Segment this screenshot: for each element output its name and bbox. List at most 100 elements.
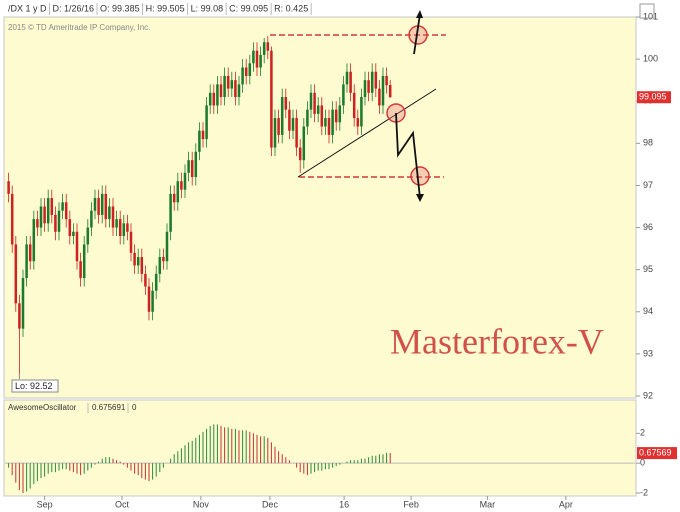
oscillator-panel bbox=[3, 399, 637, 497]
candle-body bbox=[93, 198, 97, 211]
candle-body bbox=[262, 42, 266, 55]
candle-body bbox=[100, 193, 104, 215]
arrow-head bbox=[416, 10, 423, 18]
y-tick-label: 93 bbox=[643, 348, 653, 358]
candle-body bbox=[36, 219, 39, 228]
candle-body bbox=[68, 219, 72, 236]
candle-body bbox=[201, 130, 205, 140]
candle-body bbox=[216, 84, 219, 106]
candle-body bbox=[194, 151, 198, 178]
candle-body bbox=[223, 75, 226, 98]
candle-body bbox=[111, 206, 115, 228]
candle-body bbox=[352, 92, 356, 119]
candle-body bbox=[270, 50, 273, 148]
candle-body bbox=[277, 118, 280, 135]
candle-body bbox=[378, 88, 381, 106]
x-tick-label: Feb bbox=[403, 499, 419, 509]
candle-body bbox=[385, 75, 388, 86]
candle-body bbox=[244, 67, 248, 76]
candle-body bbox=[32, 219, 36, 262]
oscillator-readout2: 0 bbox=[132, 403, 137, 412]
candle-body bbox=[64, 202, 68, 220]
osc-y-tick-label: 2 bbox=[640, 428, 645, 438]
osc-tag-label: 0.67569 bbox=[639, 447, 672, 457]
candle-body bbox=[75, 231, 79, 262]
candle-body bbox=[126, 223, 129, 232]
candle-body bbox=[356, 118, 360, 127]
candle-body bbox=[151, 290, 154, 312]
candle-body bbox=[331, 109, 334, 135]
candle-body bbox=[25, 244, 28, 279]
arrow-up bbox=[413, 13, 421, 55]
x-tick-label: Sep bbox=[37, 499, 53, 509]
candle-body bbox=[172, 193, 176, 203]
candle-body bbox=[82, 244, 86, 279]
candle-body bbox=[54, 214, 57, 232]
oscillator-name: AwesomeOscillator bbox=[8, 403, 77, 412]
header-field: H: 99.505 bbox=[146, 3, 185, 13]
candle-body bbox=[273, 118, 277, 148]
candle-body bbox=[205, 105, 208, 140]
candle-body bbox=[154, 273, 158, 291]
candle-body bbox=[367, 80, 370, 93]
header: /DX 1 y D D: 1/26/16 O: 99.385 H: 99.505 L: … bbox=[8, 3, 312, 15]
candle-body bbox=[212, 92, 216, 106]
candle-body bbox=[288, 109, 291, 131]
candle-body bbox=[133, 252, 136, 266]
icon bbox=[639, 3, 655, 19]
candle-body bbox=[208, 92, 212, 106]
candle-body bbox=[345, 71, 349, 85]
candle-body bbox=[349, 71, 352, 93]
x-tick-label: Nov bbox=[193, 499, 210, 509]
y-tick-label: 96 bbox=[643, 222, 653, 232]
candle-body bbox=[241, 67, 244, 85]
candle-body bbox=[18, 303, 21, 329]
candle-body bbox=[219, 84, 223, 98]
header-field: R: 0.425 bbox=[274, 3, 308, 13]
osc-y-tick-label: 0 bbox=[640, 458, 645, 468]
candle-body bbox=[79, 261, 82, 279]
candle-body bbox=[381, 75, 385, 106]
header-field: /DX 1 y D bbox=[8, 3, 47, 13]
candle-body bbox=[226, 75, 230, 89]
y-tick-label: 97 bbox=[643, 180, 653, 190]
candle-body bbox=[252, 50, 255, 64]
candle-body bbox=[86, 227, 90, 245]
y-tick-label: 101 bbox=[643, 11, 658, 21]
price-tag bbox=[637, 91, 671, 104]
candle-body bbox=[108, 206, 111, 220]
annotations bbox=[270, 10, 446, 202]
candle-body bbox=[140, 257, 144, 274]
price-tag-label: 99.095 bbox=[639, 92, 667, 102]
y-tick-label: 92 bbox=[643, 390, 653, 400]
candle-body bbox=[43, 206, 46, 224]
watermark: Masterforex-V bbox=[390, 321, 604, 361]
candle-body bbox=[370, 71, 374, 93]
arrow-head bbox=[416, 194, 424, 202]
candle-body bbox=[313, 92, 316, 114]
candle-body bbox=[165, 231, 169, 262]
osc-tag bbox=[637, 447, 677, 460]
candle-body bbox=[147, 286, 151, 312]
candle-body bbox=[7, 181, 10, 194]
candle-body bbox=[180, 181, 183, 190]
candle-body bbox=[158, 257, 162, 274]
candle-body bbox=[39, 206, 43, 228]
candle-body bbox=[316, 105, 320, 114]
osc-y-tick-label: -2 bbox=[640, 487, 648, 497]
candle-body bbox=[10, 193, 14, 245]
candle-body bbox=[136, 257, 140, 266]
candle-body bbox=[291, 118, 295, 131]
header-field: D: 1/26/16 bbox=[53, 3, 95, 13]
candle-body bbox=[169, 193, 172, 232]
candle-body bbox=[298, 147, 302, 161]
candle-body bbox=[302, 126, 306, 161]
candle-body bbox=[259, 54, 262, 68]
candle-body bbox=[90, 210, 93, 228]
trend-line bbox=[297, 88, 437, 178]
candle-body bbox=[327, 118, 331, 135]
candle-body bbox=[363, 80, 367, 98]
candle-body bbox=[57, 210, 61, 232]
candle-body bbox=[28, 244, 32, 262]
